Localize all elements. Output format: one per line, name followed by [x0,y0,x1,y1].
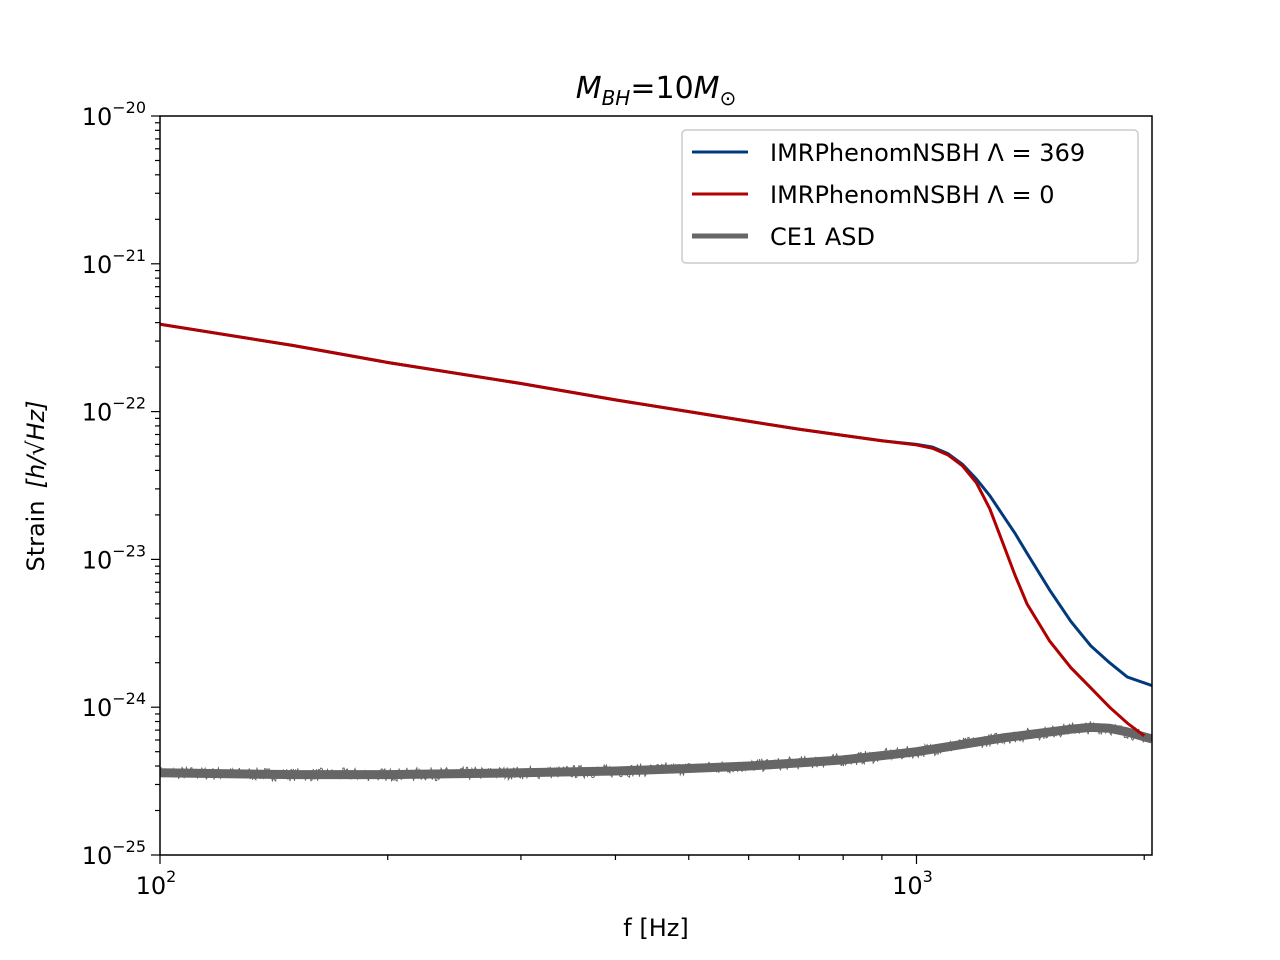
legend-box [681,129,1139,264]
series-layer [160,322,1152,783]
title-equals: =10 [630,71,693,106]
series-lambda-0-line [160,322,1146,738]
x-tick-label-exp: 3 [923,867,933,886]
y-tick-label-base: 10 [82,546,113,574]
x-tick-labels: 102 103 [136,867,933,900]
title-rhs-base: M [694,71,720,106]
x-axis-label: f [Hz] [623,914,688,942]
y-tick-label-exp: −20 [112,98,146,117]
y-tick-label-exp: −25 [112,837,146,856]
legend-label-ce1-asd: CE1 ASD [770,223,875,251]
y-tick-label-exp: −24 [112,689,146,708]
y-tick-label-base: 10 [82,399,113,427]
title-lhs-sub: BH [602,86,631,110]
y-axis-label-unit: [h/√Hz] [22,400,50,488]
chart-title: MBH=10M⊙ [576,71,737,110]
legend: IMRPhenomNSBH Λ = 369 IMRPhenomNSBH Λ = … [681,129,1139,264]
plot-frame [159,115,1153,856]
x-tick-label: 102 [136,867,177,900]
title-rhs-sub: ⊙ [720,86,737,110]
y-tick-label: 10−25 [82,837,146,870]
y-tick-label-exp: −23 [112,541,146,560]
y-tick-label-base: 10 [82,251,113,279]
y-tick-label: 10−23 [82,541,146,574]
legend-label-lambda-0: IMRPhenomNSBH Λ = 0 [770,181,1055,209]
y-tick-label-exp: −21 [112,246,146,265]
y-tick-label: 10−21 [82,246,146,279]
x-tick-label-base: 10 [136,872,167,900]
y-tick-label: 10−20 [82,98,146,131]
y-axis-label-prefix: Strain [22,500,50,571]
x-tick-label-exp: 2 [166,867,176,886]
x-tick-label: 103 [892,867,933,900]
y-tick-label: 10−22 [82,394,146,427]
y-axis-label: Strain [h/√Hz] [22,400,50,571]
legend-label-lambda-369: IMRPhenomNSBH Λ = 369 [770,139,1085,167]
series-ce1-asd-line [160,722,1152,780]
x-tick-label-base: 10 [892,872,923,900]
title-lhs-base: M [576,71,602,106]
y-tick-label-base: 10 [82,842,113,870]
y-tick-label: 10−24 [82,689,146,722]
y-tick-label-base: 10 [82,694,113,722]
y-tick-label-exp: −22 [112,394,146,413]
axis-ticks [151,115,1145,864]
y-tick-label-base: 10 [82,103,113,131]
